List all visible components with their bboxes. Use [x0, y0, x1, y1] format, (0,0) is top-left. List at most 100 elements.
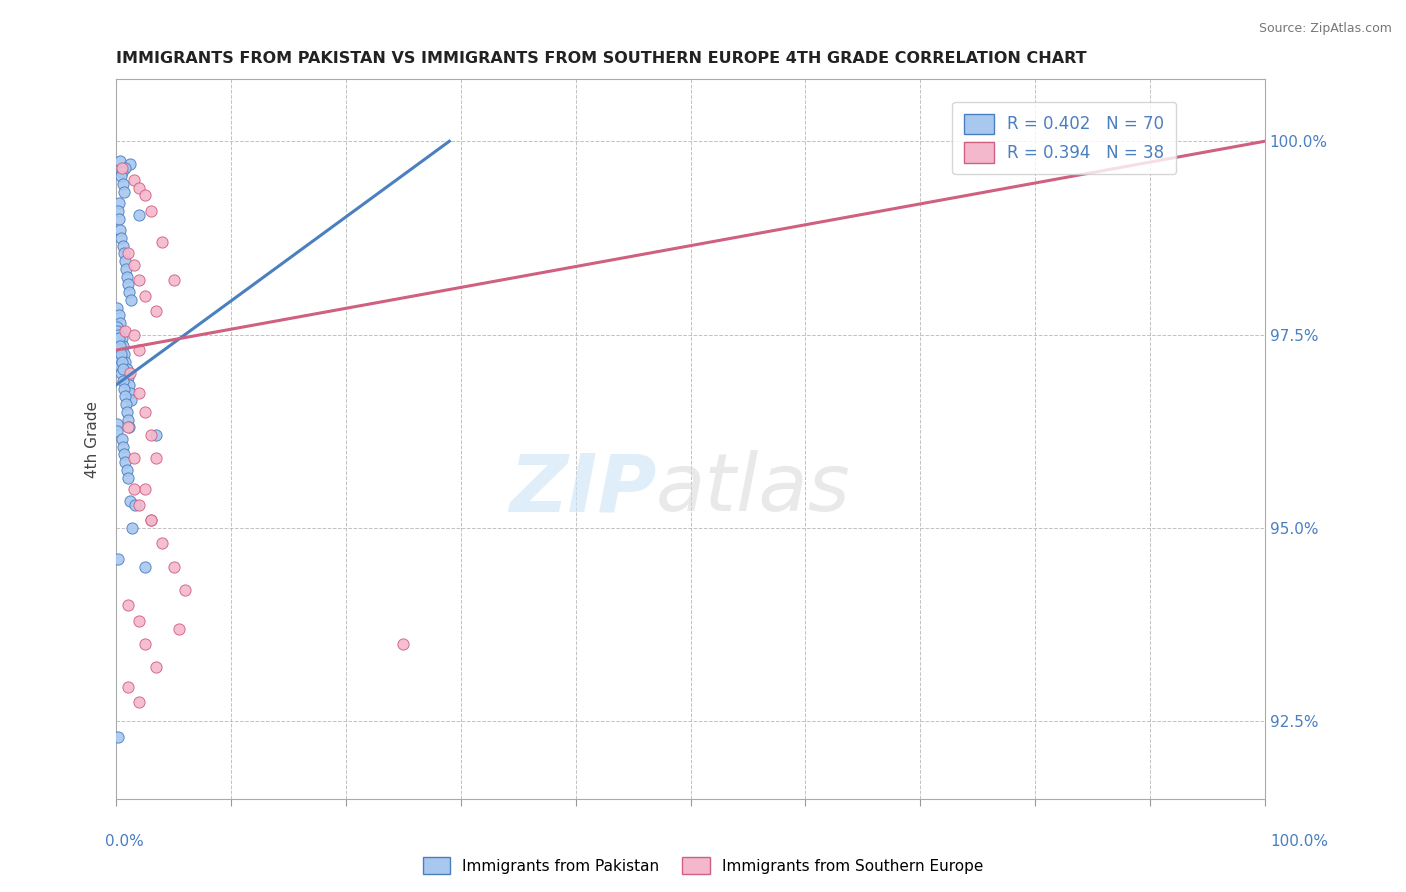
Point — [111, 354, 134, 368]
Point — [112, 362, 135, 376]
Point — [114, 389, 136, 403]
Point — [111, 238, 134, 252]
Point — [107, 203, 129, 218]
Point — [128, 614, 150, 628]
Point — [107, 343, 129, 357]
Point — [110, 231, 132, 245]
Point — [108, 351, 131, 365]
Point — [120, 293, 142, 307]
Point — [112, 185, 135, 199]
Point — [107, 331, 129, 345]
Point — [115, 261, 138, 276]
Point — [122, 327, 145, 342]
Point — [120, 494, 142, 508]
Point — [111, 161, 134, 176]
Point — [169, 622, 191, 636]
Point — [105, 319, 128, 334]
Point — [111, 374, 134, 388]
Point — [110, 366, 132, 380]
Point — [128, 695, 150, 709]
Text: 100.0%: 100.0% — [1271, 834, 1329, 849]
Point — [120, 385, 142, 400]
Point — [115, 362, 138, 376]
Point — [128, 385, 150, 400]
Point — [105, 417, 128, 431]
Point — [107, 425, 129, 439]
Point — [105, 327, 128, 342]
Text: ZIP: ZIP — [509, 450, 657, 528]
Point — [128, 208, 150, 222]
Point — [112, 246, 135, 260]
Point — [112, 177, 135, 191]
Point — [111, 331, 134, 345]
Point — [114, 354, 136, 368]
Point — [117, 246, 139, 260]
Point — [107, 324, 129, 338]
Text: 0.0%: 0.0% — [105, 834, 145, 849]
Point — [107, 308, 129, 322]
Point — [134, 483, 156, 497]
Text: Source: ZipAtlas.com: Source: ZipAtlas.com — [1258, 22, 1392, 36]
Legend: Immigrants from Pakistan, Immigrants from Southern Europe: Immigrants from Pakistan, Immigrants fro… — [416, 851, 990, 880]
Point — [145, 451, 167, 466]
Point — [139, 428, 162, 442]
Point — [139, 513, 162, 527]
Point — [150, 235, 173, 249]
Point — [118, 377, 141, 392]
Point — [108, 316, 131, 330]
Point — [117, 412, 139, 426]
Point — [112, 347, 135, 361]
Point — [115, 463, 138, 477]
Point — [117, 680, 139, 694]
Point — [139, 203, 162, 218]
Point — [114, 161, 136, 176]
Point — [118, 285, 141, 299]
Point — [112, 339, 135, 353]
Point — [120, 393, 142, 408]
Point — [110, 324, 132, 338]
Point — [112, 382, 135, 396]
Point — [145, 428, 167, 442]
Point — [114, 324, 136, 338]
Point — [108, 339, 131, 353]
Point — [118, 420, 141, 434]
Point — [128, 343, 150, 357]
Point — [163, 273, 186, 287]
Point — [122, 173, 145, 187]
Text: atlas: atlas — [657, 450, 851, 528]
Point — [120, 366, 142, 380]
Point — [107, 730, 129, 744]
Point — [122, 451, 145, 466]
Point — [112, 440, 135, 454]
Point — [150, 536, 173, 550]
Point — [115, 405, 138, 419]
Point — [107, 335, 129, 350]
Point — [114, 254, 136, 268]
Point — [110, 169, 132, 183]
Point — [120, 157, 142, 171]
Point — [111, 165, 134, 179]
Point — [122, 258, 145, 272]
Point — [111, 432, 134, 446]
Point — [134, 188, 156, 202]
Point — [107, 552, 129, 566]
Text: IMMIGRANTS FROM PAKISTAN VS IMMIGRANTS FROM SOUTHERN EUROPE 4TH GRADE CORRELATIO: IMMIGRANTS FROM PAKISTAN VS IMMIGRANTS F… — [117, 51, 1087, 66]
Point — [110, 223, 132, 237]
Point — [107, 301, 129, 315]
Point — [139, 513, 162, 527]
Point — [134, 405, 156, 419]
Point — [107, 196, 129, 211]
Point — [134, 559, 156, 574]
Point — [122, 483, 145, 497]
Point — [117, 471, 139, 485]
Point — [163, 559, 186, 574]
Point — [145, 304, 167, 318]
Point — [392, 637, 415, 651]
Point — [174, 582, 197, 597]
Point — [115, 269, 138, 284]
Point — [110, 359, 132, 373]
Point — [134, 289, 156, 303]
Legend: R = 0.402   N = 70, R = 0.394   N = 38: R = 0.402 N = 70, R = 0.394 N = 38 — [952, 102, 1177, 175]
Y-axis label: 4th Grade: 4th Grade — [86, 401, 100, 477]
Point — [108, 153, 131, 168]
